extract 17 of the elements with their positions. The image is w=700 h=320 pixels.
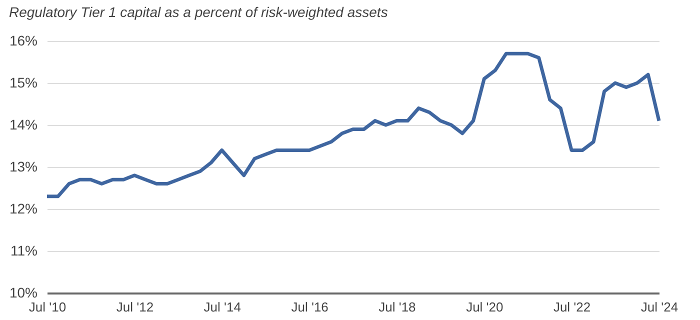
x-tick-label: Jul '12 xyxy=(116,300,154,314)
y-tick-label: 15% xyxy=(9,74,38,90)
x-tick-label: Jul '16 xyxy=(291,300,328,314)
x-tick-label: Jul '14 xyxy=(204,300,241,314)
y-tick-label: 14% xyxy=(9,116,38,132)
line-series xyxy=(45,52,661,198)
y-tick-label: 13% xyxy=(9,158,38,174)
y-tick-label: 16% xyxy=(9,32,38,48)
x-tick-label: Jul '22 xyxy=(553,300,591,314)
x-tick-label: Jul '20 xyxy=(466,300,504,314)
y-tick-label: 10% xyxy=(9,284,38,300)
x-tick-label: Jul '18 xyxy=(378,300,416,314)
chart-title: Regulatory Tier 1 capital as a percent of risk-weighted assets xyxy=(8,4,388,20)
x-tick-label: Jul '24 xyxy=(640,300,678,314)
y-tick-label: 11% xyxy=(10,242,38,258)
y-tick-label: 12% xyxy=(9,200,38,216)
x-tick-label: Jul '10 xyxy=(28,300,66,314)
